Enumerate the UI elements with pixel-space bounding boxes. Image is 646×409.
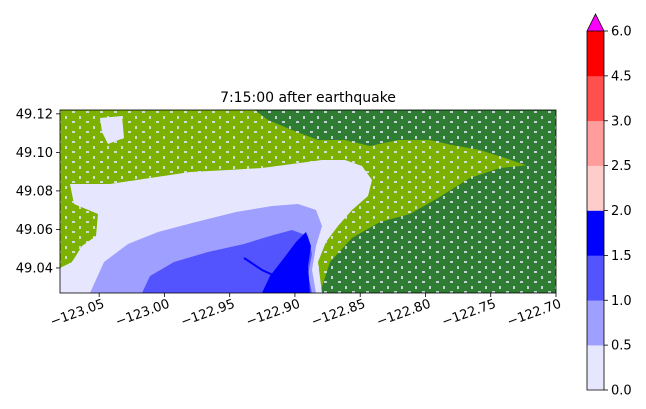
x-tick-label: −122.90: [244, 297, 302, 330]
colorbar-segment: [587, 255, 604, 301]
colorbar-tick-label: 6.0: [611, 25, 632, 40]
x-tick-label: −122.75: [440, 297, 498, 330]
y-tick-label: 49.04: [16, 261, 53, 276]
chart-title: 7:15:00 after earthquake: [220, 90, 396, 106]
y-tick-label: 49.10: [16, 146, 53, 161]
x-tick-label: −122.95: [179, 297, 237, 330]
colorbar-segment: [587, 345, 604, 391]
x-tick-label: −122.80: [375, 297, 433, 330]
colorbar-segment: [587, 210, 604, 256]
colorbar-tick-label: 4.5: [611, 69, 632, 84]
colorbar-segment: [587, 165, 604, 211]
map-area: [60, 110, 556, 293]
colorbar-extend-arrow: [586, 13, 605, 32]
y-tick-label: 49.08: [16, 184, 53, 199]
y-axis: 49.04 49.06 49.08 49.10 49.12: [16, 107, 60, 276]
colorbar-tick-label: 0.0: [611, 384, 632, 399]
colorbar-tick-label: 1.5: [611, 249, 632, 264]
y-tick-label: 49.06: [16, 223, 53, 238]
colorbar-tick-label: 2.5: [611, 159, 632, 174]
plot-frame: [59, 109, 557, 294]
colorbar-tick-label: 0.5: [611, 339, 632, 354]
colorbar-tick-label: 3.0: [611, 114, 632, 129]
colorbar-segment: [587, 120, 604, 166]
colorbar-segment: [587, 300, 604, 346]
x-tick-label: −123.00: [114, 297, 172, 330]
colorbar-tick-label: 1.0: [611, 294, 632, 309]
colorbar-segment: [587, 31, 604, 77]
x-tick-label: −122.70: [505, 297, 563, 330]
colorbar-tick-label: 2.0: [611, 204, 632, 219]
x-tick-label: −122.85: [309, 297, 367, 330]
water-depth-15-region: [262, 232, 311, 293]
colorbar: 0.0 0.5 1.0 1.5 2.0 2.5 3.0 4.5 6.0: [586, 13, 632, 399]
channel-line: [243, 257, 285, 281]
x-axis: −123.05 −123.00 −122.95 −122.90 −122.85 −122.…: [48, 293, 563, 330]
colorbar-segment: [587, 75, 604, 122]
x-tick-label: −123.05: [48, 297, 106, 330]
y-tick-label: 49.12: [16, 107, 53, 122]
